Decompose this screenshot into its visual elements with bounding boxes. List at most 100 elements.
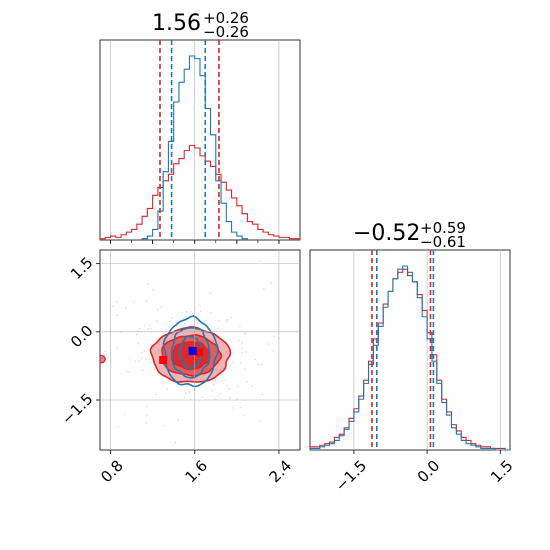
sample-point: [116, 314, 119, 316]
sample-point: [239, 406, 242, 409]
sample-point: [146, 406, 148, 408]
sample-point: [209, 292, 212, 295]
sample-point: [123, 413, 126, 416]
sample-point: [149, 324, 151, 327]
sample-point: [170, 316, 173, 319]
point-marker: [194, 348, 203, 357]
sample-point: [258, 420, 261, 422]
sample-point: [111, 305, 114, 307]
sample-point: [241, 351, 244, 354]
sample-point: [213, 383, 216, 386]
sample-point: [238, 339, 240, 342]
sample-point: [82, 364, 84, 366]
sample-point: [139, 327, 141, 330]
sample-point: [183, 396, 186, 399]
x-tick-label: 0.8: [97, 457, 127, 487]
sample-point: [239, 325, 241, 328]
contour-line-level: [162, 315, 219, 388]
sample-point: [162, 424, 165, 427]
sample-point: [150, 327, 152, 330]
param-2-title-minus: −0.61: [420, 233, 466, 251]
sample-point: [152, 288, 154, 291]
histogram-series-bottom-right: [309, 265, 510, 451]
sample-point: [97, 372, 99, 374]
sample-point: [180, 379, 182, 382]
sample-point: [133, 301, 135, 303]
sample-point: [232, 361, 234, 364]
sample-point: [149, 361, 152, 363]
sample-point: [160, 306, 163, 308]
sample-point: [243, 414, 246, 417]
sample-point: [128, 356, 131, 359]
sample-point: [228, 387, 230, 390]
sample-point: [211, 389, 213, 392]
sample-point: [189, 310, 192, 313]
sample-point: [220, 368, 222, 371]
sample-point: [138, 359, 140, 362]
sample-point: [270, 282, 273, 284]
param-1-title-minus: −0.26: [203, 23, 249, 41]
sample-point: [146, 414, 148, 416]
sample-point: [218, 319, 220, 322]
sample-point: [212, 340, 214, 342]
axes-frame-bottom-right: [309, 249, 511, 451]
sample-point: [254, 358, 257, 361]
sample-point: [166, 388, 169, 390]
sample-point: [258, 260, 261, 262]
point-marker: [188, 346, 197, 355]
sample-point: [156, 309, 159, 311]
grid-top-left: [110, 40, 280, 240]
x-tick-label: 2.4: [266, 457, 296, 487]
sample-point: [125, 370, 128, 373]
sample-point: [137, 342, 140, 345]
sample-point: [217, 395, 219, 397]
sample-point: [244, 332, 246, 335]
sample-point: [117, 426, 120, 428]
contour-lines-blue: [162, 315, 219, 388]
sample-point: [232, 407, 235, 409]
y-tick-label: 1.5: [67, 253, 97, 283]
contour-line-level: [178, 335, 202, 370]
sample-point: [246, 380, 249, 383]
sample-point: [215, 368, 217, 371]
sample-point: [261, 393, 263, 395]
sample-point: [226, 320, 229, 323]
sample-point: [212, 340, 215, 343]
sample-point: [144, 324, 146, 327]
sample-point: [185, 310, 188, 313]
sample-point: [96, 348, 98, 350]
point-markers: [159, 346, 203, 364]
histogram-step-line: [99, 144, 301, 240]
sample-point: [203, 374, 206, 376]
grid-bottom-right: [353, 250, 501, 450]
y-tick-labels-bottom-left: −1.5 0.0 1.5: [58, 253, 96, 428]
sample-point: [226, 318, 228, 321]
sample-point: [104, 350, 106, 353]
sample-point: [172, 333, 174, 336]
sample-point: [250, 385, 253, 387]
sample-point: [199, 304, 201, 307]
x-tick-label: −1.5: [332, 457, 370, 495]
sample-point: [237, 385, 239, 387]
y-tick-label: 0.0: [67, 322, 97, 352]
param-2-title-median: −0.52: [353, 221, 420, 246]
sample-point: [230, 316, 232, 319]
sample-point: [153, 368, 156, 371]
sample-point: [141, 357, 143, 360]
x-tick-labels-bottom-left: 0.8 1.6 2.4: [97, 457, 295, 487]
contour-line-level: [170, 326, 211, 379]
y-tick-label: −1.5: [58, 390, 96, 428]
sample-point: [174, 441, 177, 444]
sample-point: [243, 368, 246, 371]
sample-point: [229, 397, 231, 399]
histogram-panel-param-1: 1.56 +0.26 −0.26: [99, 9, 301, 244]
sample-point: [125, 307, 127, 310]
histogram-step-line: [141, 55, 248, 240]
sample-point: [168, 320, 170, 322]
sample-point: [175, 321, 177, 324]
sample-point: [272, 350, 275, 352]
sample-point: [140, 352, 143, 354]
sample-point: [241, 347, 243, 350]
sample-point: [145, 422, 148, 424]
sample-point: [147, 282, 149, 285]
